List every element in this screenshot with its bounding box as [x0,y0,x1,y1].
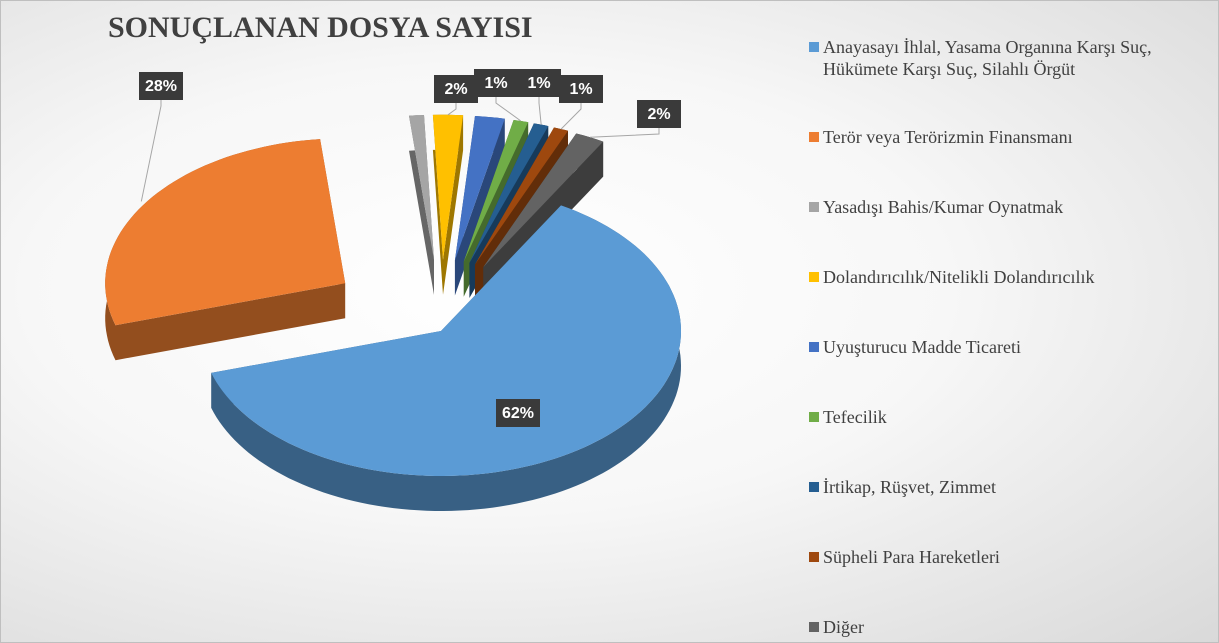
leader-line [447,103,457,116]
data-label-text: 1% [527,75,550,92]
data-label-text: 28% [145,78,177,95]
data-label: 1% [474,69,518,97]
legend-swatch [809,412,819,422]
legend-swatch [809,622,819,632]
leader-line [560,103,582,130]
legend-swatch [809,202,819,212]
slice [409,115,434,260]
slice [454,116,505,261]
legend-swatch [809,272,819,282]
data-label-text: 2% [444,81,467,98]
data-label: 2% [434,75,478,103]
legend-item: Uyuşturucu Madde Ticareti [809,336,1163,358]
slice [475,127,568,265]
legend-swatch [809,552,819,562]
leader-line [589,128,660,138]
legend-label: Anayasayı İhlal, Yasama Organına Karşı S… [823,37,1152,79]
legend-item: Dolandırıcılık/Nitelikli Dolandırıcılık [809,266,1163,288]
slice [469,123,549,264]
legend-swatch [809,342,819,352]
legend-item: Yasadışı Bahis/Kumar Oynatmak [809,196,1163,218]
data-label-box [139,72,183,100]
legend-item: Diğer [809,616,1163,638]
legend-label: İrtikap, Rüşvet, Zimmet [823,477,996,497]
data-label-text: 1% [484,75,507,92]
legend-label: Diğer [823,617,864,637]
legend-swatch [809,132,819,142]
slice [211,205,681,476]
data-label: 28% [139,72,183,100]
data-label-box [559,75,603,103]
data-label-box [474,69,518,97]
slice-side [409,115,434,295]
legend-item: Terör veya Terörizmin Finansmanı [809,126,1163,148]
chart-title: SONUÇLANAN DOSYA SAYISI [108,11,533,44]
data-label-text: 62% [502,405,534,422]
data-label: 62% [496,399,540,427]
legend-item: Tefecilik [809,406,1163,428]
data-label-text: 2% [647,106,670,123]
data-label-box [496,399,540,427]
leader-line [140,100,162,202]
legend-item: İrtikap, Rüşvet, Zimmet [809,476,1163,498]
data-label: 1% [559,75,603,103]
slice [432,114,464,260]
leader-line [538,97,542,125]
slice-side [454,116,505,296]
legend-label: Süpheli Para Hareketleri [823,547,1000,567]
legend-swatch [809,482,819,492]
legend-label: Uyuşturucu Madde Ticareti [823,337,1021,357]
slice [483,133,604,268]
data-label-box [517,69,561,97]
legend-item: Anayasayı İhlal, Yasama Organına Karşı S… [809,36,1163,80]
slice [463,120,529,262]
slice-side [432,114,464,295]
data-label-box [434,75,478,103]
slice [105,139,346,326]
data-label: 1% [517,69,561,97]
legend-label: Terör veya Terörizmin Finansmanı [823,127,1073,147]
legend-label: Tefecilik [823,407,887,427]
legend-swatch [809,42,819,52]
leader-line [495,97,522,122]
data-label-text: 1% [569,81,592,98]
data-label: 2% [637,100,681,128]
legend-item: Süpheli Para Hareketleri [809,546,1163,568]
legend-label: Yasadışı Bahis/Kumar Oynatmak [823,197,1064,217]
data-label-box [637,100,681,128]
legend-label: Dolandırıcılık/Nitelikli Dolandırıcılık [823,267,1095,287]
